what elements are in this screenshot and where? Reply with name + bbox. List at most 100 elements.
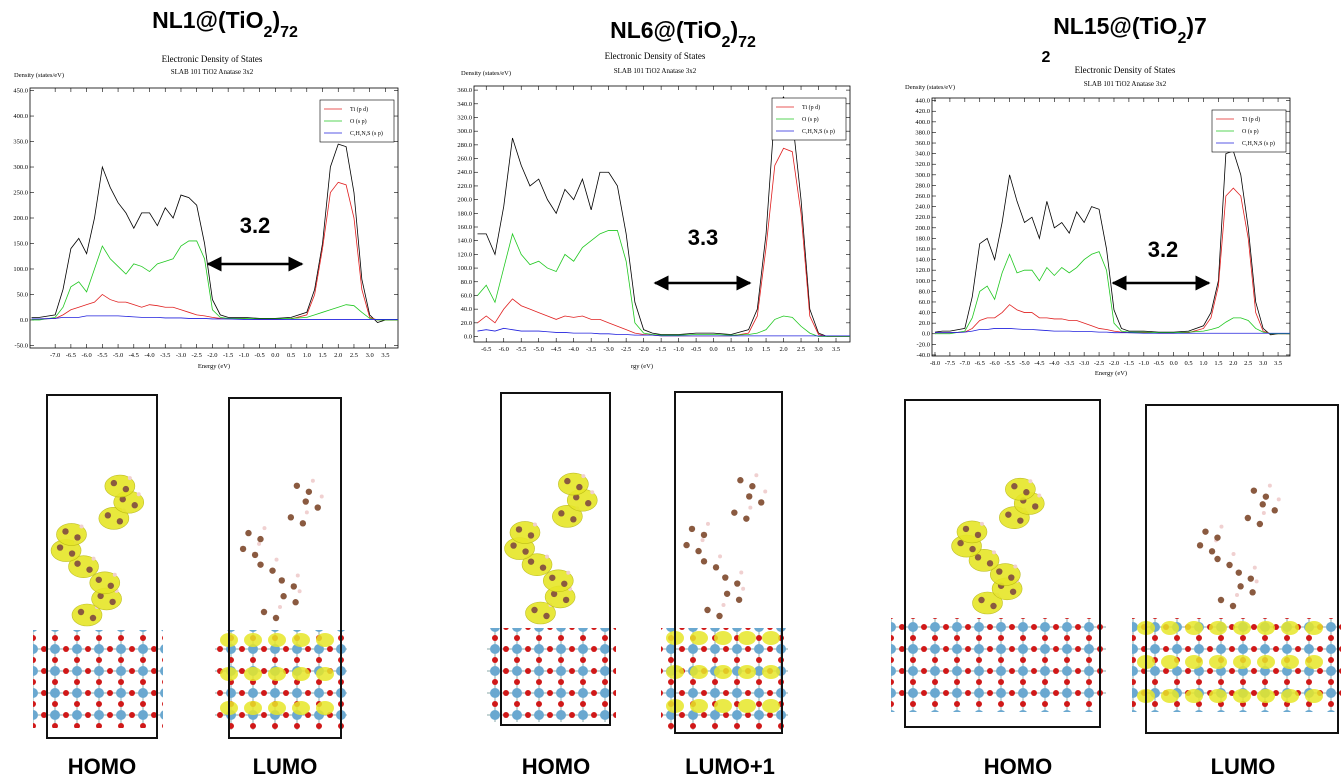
x-tick-label: -1.5 bbox=[656, 346, 666, 353]
slab bbox=[33, 630, 163, 728]
orbital-lobe bbox=[244, 667, 262, 681]
orbital-lobe bbox=[1209, 621, 1227, 635]
heading-part: NL15@(TiO bbox=[1053, 13, 1177, 39]
orbital-lobe bbox=[762, 631, 780, 645]
atom bbox=[74, 534, 81, 541]
y-tick-label: 260.0 bbox=[457, 156, 472, 163]
x-tick-label: -1.5 bbox=[1124, 360, 1134, 367]
y-tick-label: 40.0 bbox=[461, 306, 472, 313]
y-tick-label: 340.0 bbox=[457, 101, 472, 108]
orbital-lobe bbox=[1233, 621, 1251, 635]
y-tick-label: 80.0 bbox=[919, 288, 930, 295]
atom bbox=[62, 528, 69, 535]
atom bbox=[1252, 565, 1257, 570]
atom bbox=[550, 590, 558, 598]
x-tick-label: -7.5 bbox=[945, 360, 955, 367]
y-tick-label: 450.0 bbox=[13, 88, 28, 95]
series-line bbox=[477, 230, 850, 337]
orbital-lobe bbox=[762, 665, 780, 679]
heading-part: NL1@(TiO bbox=[152, 7, 263, 33]
legend-label: Ti (p d) bbox=[802, 104, 820, 111]
atom bbox=[91, 556, 96, 561]
orbital-lobe bbox=[738, 665, 756, 679]
atom bbox=[1202, 528, 1209, 535]
atom bbox=[731, 509, 738, 516]
x-tick-label: -2.5 bbox=[1094, 360, 1104, 367]
atom bbox=[260, 608, 268, 616]
orbital-lobe bbox=[714, 665, 732, 679]
atom bbox=[1005, 511, 1012, 518]
atom bbox=[1249, 589, 1256, 596]
atom bbox=[734, 580, 741, 587]
x-tick-label: 0.0 bbox=[1170, 360, 1178, 367]
chart-title: Electronic Density of States bbox=[162, 54, 263, 64]
y-axis-label: Density (states/eV) bbox=[905, 84, 955, 91]
y-tick-label: 300.0 bbox=[457, 128, 472, 135]
orbital-lobe bbox=[738, 699, 756, 713]
x-tick-label: 2.0 bbox=[779, 346, 787, 353]
x-tick-label: 1.0 bbox=[745, 346, 753, 353]
heading-part: 2 bbox=[1042, 49, 1051, 66]
orbital-lobe bbox=[1233, 689, 1251, 703]
x-tick-label: -6.0 bbox=[990, 360, 1000, 367]
series-line bbox=[31, 315, 398, 320]
x-tick-label: -3.5 bbox=[586, 346, 596, 353]
x-axis-label: rgy (eV) bbox=[631, 363, 653, 370]
x-tick-label: -4.0 bbox=[569, 346, 579, 353]
x-axis-label: Energy (eV) bbox=[198, 363, 230, 370]
y-tick-label: 20.0 bbox=[461, 320, 472, 327]
x-tick-label: -8.0 bbox=[930, 360, 940, 367]
slab bbox=[487, 628, 616, 722]
x-tick-label: -3.0 bbox=[604, 346, 614, 353]
atom bbox=[746, 493, 753, 500]
atom bbox=[763, 489, 768, 494]
y-tick-label: -20.0 bbox=[916, 341, 930, 348]
atom bbox=[585, 500, 592, 507]
atom bbox=[743, 515, 750, 522]
atom bbox=[1009, 588, 1017, 595]
atom bbox=[272, 614, 280, 622]
atom bbox=[1214, 555, 1221, 563]
y-tick-label: 240.0 bbox=[457, 169, 472, 176]
orbital-lobe bbox=[1281, 621, 1299, 635]
atom bbox=[705, 521, 710, 526]
x-tick-label: -4.5 bbox=[551, 346, 561, 353]
atom bbox=[1011, 483, 1018, 490]
atom bbox=[683, 541, 690, 549]
atom bbox=[1196, 542, 1204, 549]
y-tick-label: -40.0 bbox=[916, 352, 930, 359]
x-tick-label: -6.5 bbox=[975, 360, 985, 367]
atom bbox=[295, 573, 300, 578]
orbital-lobe bbox=[244, 701, 262, 715]
orbital-lobe bbox=[1161, 655, 1179, 669]
atom bbox=[251, 551, 259, 559]
x-tick-label: -2.5 bbox=[621, 346, 631, 353]
atom bbox=[1214, 534, 1221, 541]
heading-part: )7 bbox=[1186, 13, 1206, 39]
orbital-lobe bbox=[762, 699, 780, 713]
heading-part: 2 bbox=[264, 24, 273, 41]
y-tick-label: 220.0 bbox=[915, 214, 930, 221]
atom bbox=[1262, 493, 1270, 500]
series-line bbox=[934, 251, 1290, 335]
atom bbox=[741, 586, 746, 591]
x-tick-label: -5.5 bbox=[1004, 360, 1014, 367]
atom bbox=[1254, 579, 1259, 584]
orbital-lobe bbox=[1305, 621, 1323, 635]
atom bbox=[1259, 501, 1266, 508]
heading-part: 2 bbox=[1177, 30, 1186, 47]
atom bbox=[515, 526, 523, 533]
atom bbox=[748, 505, 753, 510]
y-tick-label: 160.0 bbox=[457, 224, 472, 231]
x-tick-label: 3.5 bbox=[1274, 360, 1282, 367]
y-tick-label: 50.0 bbox=[17, 291, 28, 298]
atom bbox=[979, 521, 984, 526]
y-tick-label: 320.0 bbox=[915, 161, 930, 168]
atom bbox=[86, 566, 93, 573]
legend-label: C,H,N,S (s p) bbox=[802, 128, 835, 135]
y-tick-label: 400.0 bbox=[13, 113, 28, 120]
atom bbox=[119, 496, 126, 503]
x-tick-label: 1.0 bbox=[303, 352, 311, 359]
orbital-lobe bbox=[1305, 655, 1323, 669]
y-tick-label: 180.0 bbox=[457, 210, 472, 217]
